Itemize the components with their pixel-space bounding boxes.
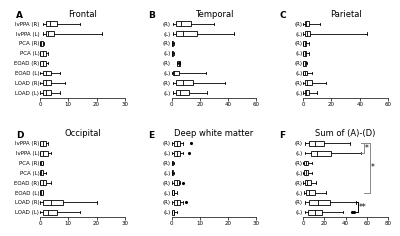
- PathPatch shape: [172, 190, 174, 195]
- PathPatch shape: [43, 210, 57, 215]
- PathPatch shape: [304, 31, 310, 36]
- PathPatch shape: [304, 160, 308, 165]
- PathPatch shape: [174, 180, 179, 185]
- Title: Temporal: Temporal: [195, 10, 233, 19]
- Title: Deep white matter: Deep white matter: [174, 129, 254, 138]
- PathPatch shape: [40, 190, 43, 195]
- PathPatch shape: [40, 141, 46, 146]
- Text: D: D: [16, 131, 24, 139]
- PathPatch shape: [304, 80, 312, 85]
- Text: **: **: [359, 203, 367, 212]
- PathPatch shape: [174, 151, 180, 156]
- PathPatch shape: [174, 200, 180, 205]
- Text: A: A: [16, 11, 23, 20]
- PathPatch shape: [173, 71, 179, 76]
- Title: Sum of (A)-(D): Sum of (A)-(D): [315, 129, 376, 138]
- PathPatch shape: [46, 31, 54, 36]
- PathPatch shape: [172, 51, 173, 56]
- PathPatch shape: [308, 210, 322, 215]
- PathPatch shape: [176, 80, 193, 85]
- PathPatch shape: [310, 151, 331, 156]
- PathPatch shape: [43, 200, 63, 205]
- PathPatch shape: [40, 170, 43, 175]
- PathPatch shape: [303, 61, 306, 66]
- PathPatch shape: [303, 71, 307, 76]
- Text: *: *: [364, 144, 368, 153]
- PathPatch shape: [40, 160, 43, 165]
- PathPatch shape: [172, 41, 173, 46]
- PathPatch shape: [176, 31, 197, 36]
- PathPatch shape: [40, 41, 43, 46]
- Text: *: *: [371, 164, 375, 173]
- Title: Occipital: Occipital: [64, 129, 101, 138]
- Text: F: F: [279, 131, 286, 139]
- PathPatch shape: [174, 141, 180, 146]
- PathPatch shape: [310, 200, 330, 205]
- PathPatch shape: [176, 90, 188, 95]
- PathPatch shape: [305, 180, 310, 185]
- PathPatch shape: [304, 21, 309, 26]
- PathPatch shape: [304, 170, 308, 175]
- Title: Parietal: Parietal: [330, 10, 362, 19]
- Text: C: C: [279, 11, 286, 20]
- PathPatch shape: [40, 151, 48, 156]
- PathPatch shape: [303, 41, 306, 46]
- Text: E: E: [148, 131, 154, 139]
- PathPatch shape: [172, 160, 173, 165]
- PathPatch shape: [40, 51, 46, 56]
- PathPatch shape: [176, 21, 191, 26]
- PathPatch shape: [172, 210, 174, 215]
- PathPatch shape: [306, 190, 315, 195]
- PathPatch shape: [40, 61, 46, 66]
- PathPatch shape: [46, 21, 57, 26]
- PathPatch shape: [303, 51, 306, 56]
- PathPatch shape: [310, 141, 324, 146]
- PathPatch shape: [172, 170, 173, 175]
- PathPatch shape: [43, 71, 51, 76]
- Text: B: B: [148, 11, 155, 20]
- PathPatch shape: [40, 180, 46, 185]
- PathPatch shape: [177, 61, 180, 66]
- PathPatch shape: [43, 80, 51, 85]
- PathPatch shape: [304, 90, 309, 95]
- Title: Frontal: Frontal: [68, 10, 97, 19]
- PathPatch shape: [43, 90, 51, 95]
